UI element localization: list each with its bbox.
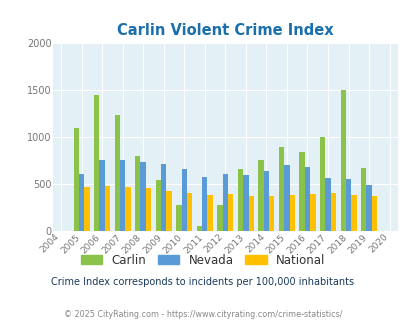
Bar xyxy=(166,190,171,231)
Bar xyxy=(350,195,356,231)
Bar xyxy=(237,169,243,231)
Bar xyxy=(196,226,202,231)
Title: Carlin Violent Crime Index: Carlin Violent Crime Index xyxy=(117,22,333,38)
Bar xyxy=(140,162,145,231)
Bar xyxy=(222,174,228,231)
Bar xyxy=(217,205,222,231)
Bar xyxy=(228,194,233,231)
Bar xyxy=(186,193,192,231)
Bar xyxy=(248,196,253,231)
Legend: Carlin, Nevada, National: Carlin, Nevada, National xyxy=(77,250,328,270)
Bar xyxy=(73,128,79,231)
Text: © 2025 CityRating.com - https://www.cityrating.com/crime-statistics/: © 2025 CityRating.com - https://www.city… xyxy=(64,310,341,319)
Bar xyxy=(94,95,99,231)
Bar xyxy=(330,193,335,231)
Bar xyxy=(289,195,294,231)
Bar xyxy=(366,185,371,231)
Bar xyxy=(125,187,130,231)
Bar xyxy=(243,175,248,231)
Bar xyxy=(79,174,84,231)
Bar xyxy=(161,164,166,231)
Bar xyxy=(309,194,315,231)
Bar xyxy=(176,205,181,231)
Bar xyxy=(181,169,186,231)
Bar xyxy=(345,179,350,231)
Bar xyxy=(202,178,207,231)
Text: Crime Index corresponds to incidents per 100,000 inhabitants: Crime Index corresponds to incidents per… xyxy=(51,278,354,287)
Bar xyxy=(269,196,274,231)
Bar xyxy=(258,160,263,231)
Bar xyxy=(360,168,366,231)
Bar xyxy=(84,187,90,231)
Bar xyxy=(278,147,284,231)
Bar xyxy=(114,115,119,231)
Bar xyxy=(135,156,140,231)
Bar xyxy=(304,167,309,231)
Bar xyxy=(371,196,376,231)
Bar xyxy=(207,195,212,231)
Bar xyxy=(324,178,330,231)
Bar xyxy=(319,137,324,231)
Bar xyxy=(119,160,125,231)
Bar xyxy=(340,90,345,231)
Bar xyxy=(145,188,151,231)
Bar xyxy=(99,160,104,231)
Bar xyxy=(284,165,289,231)
Bar xyxy=(155,180,161,231)
Bar xyxy=(263,171,269,231)
Bar xyxy=(104,186,110,231)
Bar xyxy=(299,152,304,231)
